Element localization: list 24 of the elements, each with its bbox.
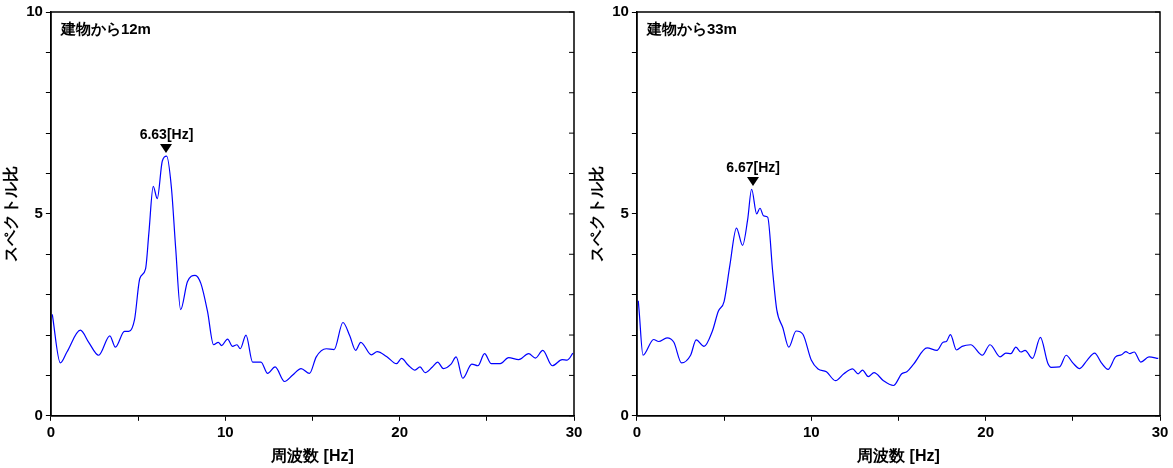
- y-axis-title: スペクトル比: [588, 165, 606, 262]
- x-tick-label: 20: [391, 422, 408, 440]
- y-tick-label: 0: [620, 405, 629, 423]
- line-series: [637, 188, 1159, 387]
- x-axis-title: 周波数 [Hz]: [270, 446, 354, 464]
- x-tick-label: 10: [802, 422, 820, 440]
- line-series: [51, 155, 574, 383]
- x-tick-label: 30: [1151, 422, 1169, 440]
- x-tick-label: 20: [977, 422, 994, 440]
- x-axis-title: 周波数 [Hz]: [856, 446, 940, 464]
- x-tick-label: 0: [632, 422, 642, 440]
- y-tick-label: 10: [612, 2, 629, 20]
- annotation: 建物から33m: [645, 19, 737, 37]
- y-tick-label: 10: [26, 2, 43, 20]
- x-tick-label: 10: [216, 422, 234, 440]
- y-axis-title: スペクトル比: [2, 165, 20, 262]
- annotation: 建物から12m: [59, 19, 151, 37]
- y-tick-label: 5: [34, 204, 43, 222]
- x-tick-label: 0: [46, 422, 56, 440]
- y-tick-label: 5: [620, 204, 629, 222]
- x-tick-label: 30: [565, 422, 583, 440]
- annotation: 6.67[Hz]: [726, 159, 781, 176]
- annotation: 6.63[Hz]: [139, 126, 194, 143]
- y-tick-label: 0: [34, 405, 43, 423]
